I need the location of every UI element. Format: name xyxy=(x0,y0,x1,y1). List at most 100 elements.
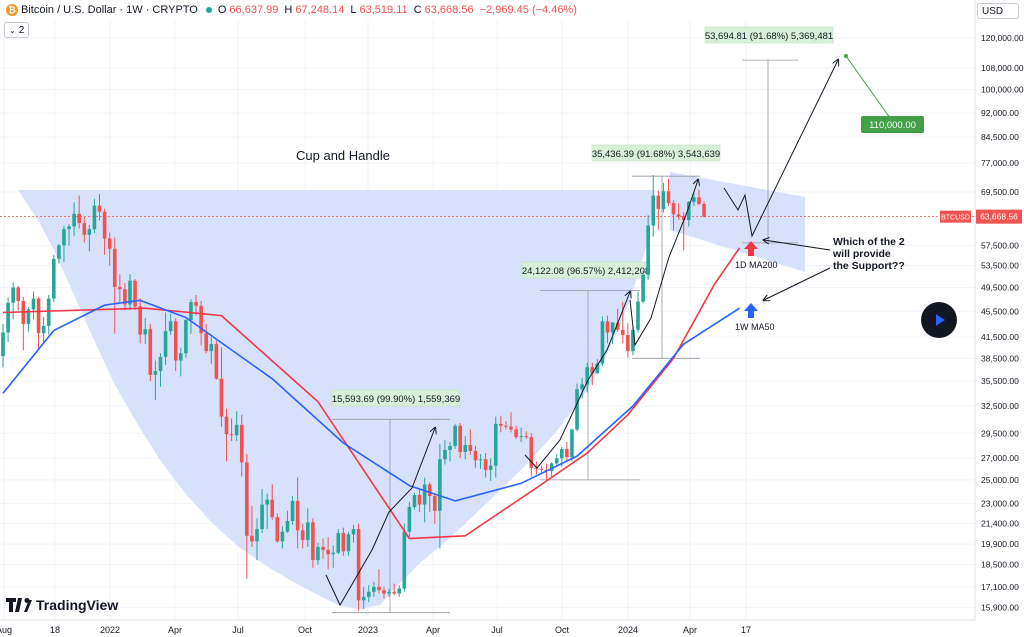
candle-body xyxy=(229,434,234,436)
time-axis[interactable]: Aug 18 2022 Apr Jul Oct 2023 Apr Jul Oct 2024 Apr 17 xyxy=(0,619,975,635)
symbol-title[interactable]: Bitcoin / U.S. Dollar · 1W · CRYPTO xyxy=(21,4,198,16)
candle-body xyxy=(443,449,447,460)
time-tick-label: 2022 xyxy=(100,625,120,635)
brand-name: TradingView xyxy=(36,597,119,613)
note-text: will provide xyxy=(832,248,891,260)
time-tick-label: Oct xyxy=(298,625,313,635)
price-tick-label: 25,000.00 xyxy=(981,475,1019,485)
change-value: −2,969.45 (−4.46%) xyxy=(479,4,577,16)
candle-body xyxy=(519,436,523,438)
candle-body xyxy=(646,225,650,275)
indicator-count: 2 xyxy=(18,24,25,36)
open-label: O xyxy=(217,4,227,16)
candle-body xyxy=(168,321,173,332)
high-value: 67,248.14 xyxy=(295,4,345,16)
price-tick-label: 69,500.00 xyxy=(981,187,1019,197)
candle-body xyxy=(499,423,503,426)
low-value: 63,519.11 xyxy=(359,4,408,16)
candle-body xyxy=(265,499,269,505)
candle-body xyxy=(636,301,640,330)
candle-body xyxy=(438,459,442,511)
candle-body xyxy=(554,458,559,464)
candle-body xyxy=(397,588,402,594)
open-value: 66,637.99 xyxy=(229,4,279,16)
indicators-toggle[interactable]: ⌄ 2 xyxy=(4,22,30,38)
price-tick-label: 92,000.00 xyxy=(981,108,1019,118)
candle-body xyxy=(143,329,148,335)
candle-body xyxy=(26,309,31,324)
tradingview-logo-icon xyxy=(6,598,32,612)
last-price-label: 63,668.56 xyxy=(980,212,1018,222)
candle-body xyxy=(595,363,600,374)
candle-body xyxy=(539,468,544,470)
candle-body xyxy=(92,205,97,230)
candle-body xyxy=(112,248,117,287)
candle-body xyxy=(458,425,462,453)
candle-body xyxy=(16,287,21,301)
candle-body xyxy=(361,596,366,601)
candle-body xyxy=(372,586,376,592)
candle-body xyxy=(6,302,10,333)
time-tick-label: Oct xyxy=(555,625,570,635)
note-text: Which of the 2 xyxy=(833,236,905,248)
candle-body xyxy=(392,591,396,594)
candle-body xyxy=(194,302,198,306)
candle-body xyxy=(346,534,351,552)
time-tick-label: 2024 xyxy=(618,625,638,635)
currency-button[interactable]: USD xyxy=(977,3,1019,19)
price-tick-label: 27,000.00 xyxy=(981,453,1019,463)
candle-body xyxy=(666,191,671,204)
note-arrow-ma200 xyxy=(764,240,831,251)
candle-body xyxy=(280,531,285,542)
rally-arrow-1 xyxy=(325,428,435,607)
candle-body xyxy=(57,245,61,259)
ma200-line xyxy=(2,247,741,540)
time-tick-label: 2023 xyxy=(358,625,378,635)
candle-body xyxy=(179,353,183,361)
candle-body xyxy=(488,465,493,470)
play-button[interactable] xyxy=(921,302,957,338)
candle-body xyxy=(687,201,691,221)
candle-body xyxy=(189,302,193,321)
time-tick-label: Jul xyxy=(491,625,503,635)
candle-body xyxy=(234,424,239,436)
projection-arrow xyxy=(723,60,838,238)
play-icon xyxy=(936,314,945,326)
candle-body xyxy=(285,521,290,532)
market-status-icon xyxy=(205,7,212,13)
candle-body xyxy=(306,522,310,540)
candle-body xyxy=(407,507,412,532)
time-tick-label: Jul xyxy=(232,625,244,635)
time-tick-label: Apr xyxy=(426,625,440,635)
candle-body xyxy=(290,500,295,522)
candle-body xyxy=(549,463,554,472)
candle-body xyxy=(620,329,625,336)
price-axis[interactable]: 15,900.00 17,100.00 18,500.00 19,900.00 21,4… xyxy=(940,0,1024,620)
price-tick-label: 100,000.00 xyxy=(981,85,1024,95)
candle-body xyxy=(204,333,208,352)
candle-body xyxy=(163,331,168,357)
candle-body xyxy=(626,335,630,352)
candle-body xyxy=(77,213,81,224)
price-tick-label: 84,500.00 xyxy=(981,132,1019,142)
candle-body xyxy=(697,197,701,204)
price-tick-label: 57,500.00 xyxy=(981,240,1019,250)
rally-arrow-2 xyxy=(524,292,630,469)
candle-body xyxy=(275,517,280,542)
candle-body xyxy=(356,528,361,601)
candle-body xyxy=(422,484,427,505)
candle-body xyxy=(52,258,56,299)
candles xyxy=(1,175,706,611)
candle-body xyxy=(239,424,244,463)
candle-body xyxy=(321,546,325,550)
candle-body xyxy=(219,378,224,417)
candle-body xyxy=(377,586,381,591)
price-tick-label: 35,500.00 xyxy=(981,376,1019,386)
candle-body xyxy=(605,321,610,333)
candle-body xyxy=(427,484,432,497)
symbol-tag-text: BTCUSD xyxy=(941,215,970,222)
candle-body xyxy=(382,590,386,594)
ma50-line xyxy=(2,299,741,502)
candle-body xyxy=(311,522,315,561)
